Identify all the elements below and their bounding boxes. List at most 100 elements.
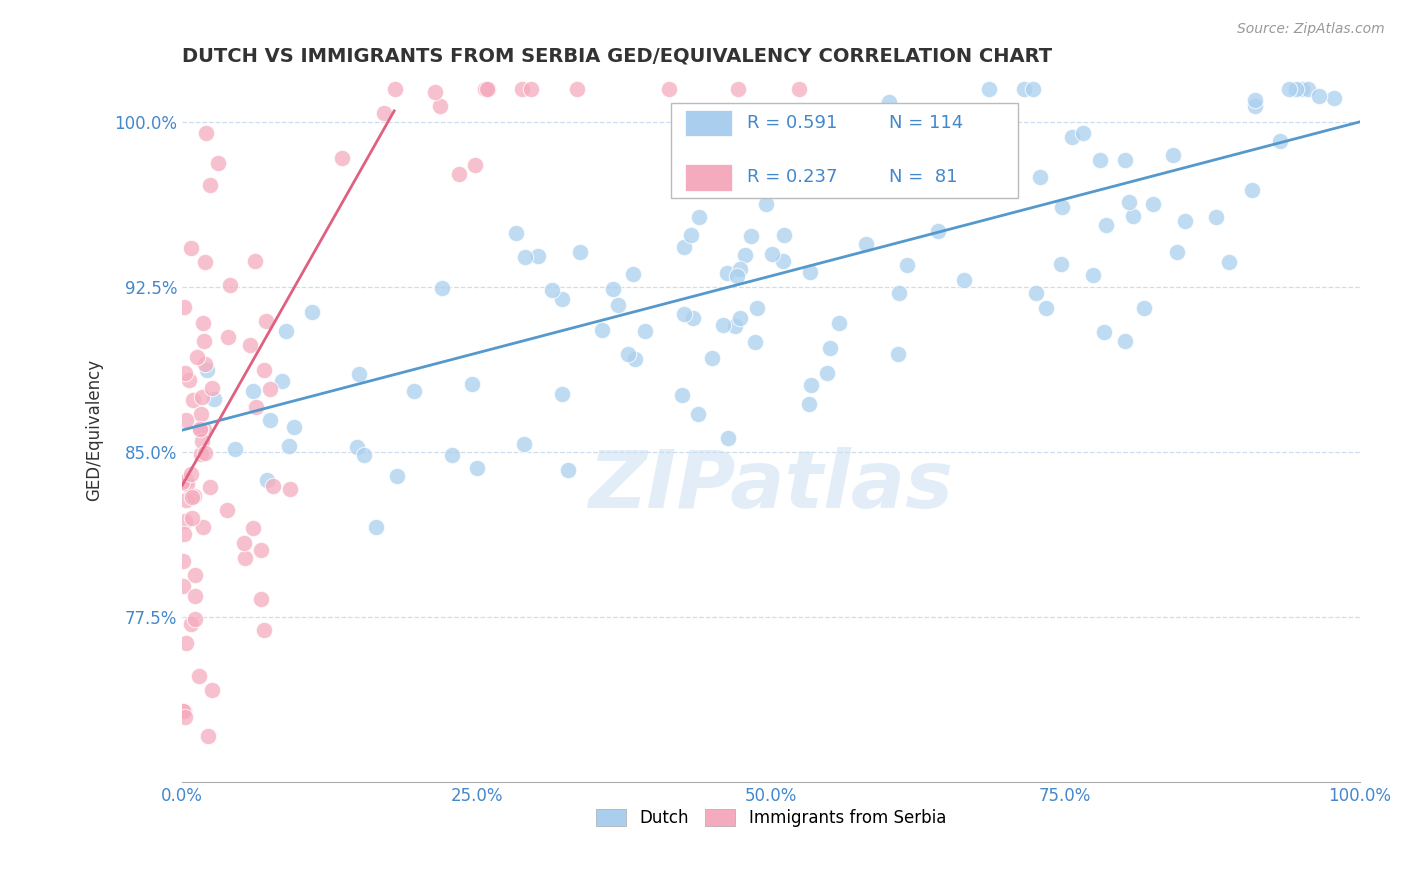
Point: [927, 224, 949, 238]
Point: [430, 281, 453, 295]
Point: [172, 579, 194, 593]
Point: [183, 489, 205, 503]
Point: [797, 397, 820, 411]
Point: [728, 262, 751, 277]
Point: [551, 292, 574, 306]
Point: [761, 247, 783, 261]
Point: [200, 178, 222, 192]
Point: [773, 228, 796, 243]
Point: [740, 229, 762, 244]
Point: [232, 535, 254, 549]
Point: [602, 282, 624, 296]
Point: [460, 377, 482, 392]
Point: [194, 127, 217, 141]
Point: [373, 105, 395, 120]
Point: [174, 366, 197, 380]
Point: [364, 520, 387, 534]
Point: [606, 298, 628, 312]
Point: [193, 334, 215, 348]
Point: [278, 439, 301, 453]
Point: [423, 86, 446, 100]
Point: [349, 367, 371, 381]
Point: [253, 623, 276, 637]
Point: [711, 318, 734, 333]
Point: [1122, 210, 1144, 224]
Point: [174, 413, 197, 427]
Point: [1022, 82, 1045, 96]
Point: [855, 237, 877, 252]
Point: [551, 386, 574, 401]
Point: [242, 521, 264, 535]
Text: DUTCH VS IMMIGRANTS FROM SERBIA GED/EQUIVALENCY CORRELATION CHART: DUTCH VS IMMIGRANTS FROM SERBIA GED/EQUI…: [183, 46, 1053, 65]
Point: [181, 490, 204, 504]
Point: [827, 317, 849, 331]
Point: [172, 475, 194, 490]
Point: [186, 350, 208, 364]
Point: [253, 363, 276, 377]
Point: [1142, 196, 1164, 211]
Point: [190, 434, 212, 448]
Point: [301, 305, 323, 319]
Point: [201, 682, 224, 697]
Point: [569, 244, 592, 259]
Point: [440, 448, 463, 462]
Point: [190, 421, 212, 435]
Point: [402, 384, 425, 398]
Point: [541, 283, 564, 297]
Point: [1114, 153, 1136, 168]
Point: [679, 227, 702, 242]
Point: [1291, 82, 1313, 96]
Point: [217, 503, 239, 517]
FancyBboxPatch shape: [685, 110, 733, 136]
Legend: Dutch, Immigrants from Serbia: Dutch, Immigrants from Serbia: [589, 803, 953, 834]
Point: [887, 347, 910, 361]
Point: [188, 422, 211, 436]
Point: [1114, 334, 1136, 349]
Point: [477, 82, 499, 96]
Point: [463, 158, 485, 172]
Point: [179, 373, 201, 387]
Point: [197, 363, 219, 377]
Point: [591, 323, 613, 337]
Point: [725, 268, 748, 283]
Point: [799, 265, 821, 279]
Point: [1071, 127, 1094, 141]
Point: [191, 390, 214, 404]
Point: [1323, 91, 1346, 105]
Point: [1012, 82, 1035, 96]
Point: [190, 407, 212, 421]
Point: [520, 82, 543, 96]
Point: [193, 422, 215, 436]
Point: [254, 314, 277, 328]
Point: [176, 477, 198, 491]
Point: [973, 157, 995, 171]
Point: [745, 301, 768, 315]
Point: [953, 273, 976, 287]
Text: R = 0.237: R = 0.237: [748, 169, 838, 186]
Point: [193, 519, 215, 533]
FancyBboxPatch shape: [685, 164, 733, 191]
Point: [184, 567, 207, 582]
Point: [465, 461, 488, 475]
Point: [979, 82, 1001, 96]
Point: [217, 330, 239, 344]
Point: [1132, 301, 1154, 315]
Point: [815, 366, 838, 380]
Point: [1285, 82, 1308, 96]
Point: [1035, 301, 1057, 315]
Point: [772, 253, 794, 268]
Point: [658, 82, 681, 96]
Point: [1218, 254, 1240, 268]
Point: [1118, 195, 1140, 210]
Point: [682, 311, 704, 326]
Point: [624, 351, 647, 366]
Point: [193, 316, 215, 330]
Text: N = 114: N = 114: [889, 114, 963, 132]
Point: [1092, 325, 1115, 339]
Point: [1243, 93, 1265, 107]
Point: [527, 249, 550, 263]
Point: [688, 210, 710, 224]
Point: [734, 248, 756, 262]
Point: [1088, 153, 1111, 168]
Point: [513, 250, 536, 264]
